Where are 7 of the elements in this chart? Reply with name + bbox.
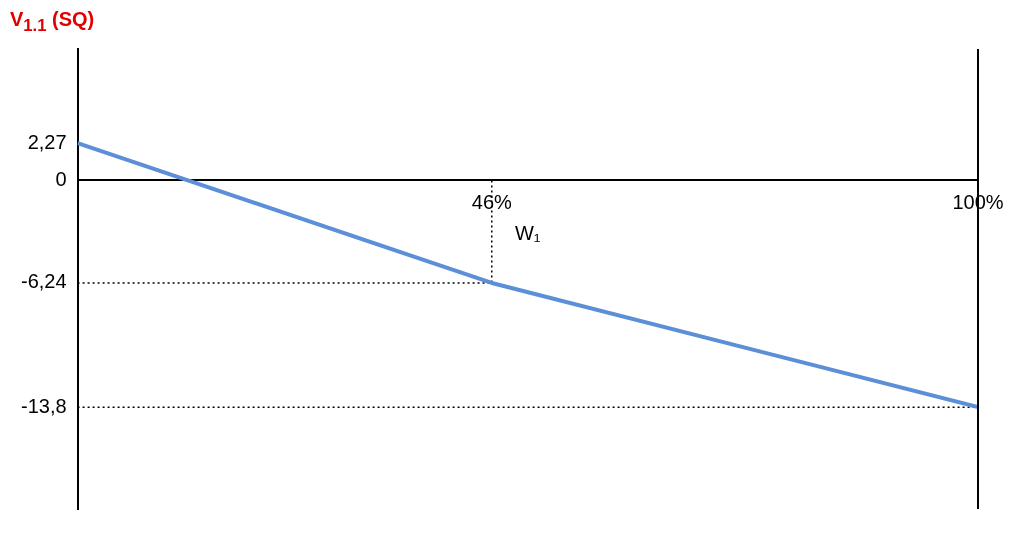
y-tick-label: -6,24 bbox=[20, 270, 67, 293]
x-axis-title: W₁ bbox=[514, 221, 541, 244]
y-tick-label: -13,8 bbox=[20, 394, 67, 417]
y-axis-title: V$_{1.1}$ (SQ) bbox=[9, 8, 96, 35]
y-tick-label: 0 bbox=[55, 167, 67, 190]
x-tick-label: 46% bbox=[471, 190, 513, 213]
y-tick-label: 2,27 bbox=[27, 130, 67, 153]
